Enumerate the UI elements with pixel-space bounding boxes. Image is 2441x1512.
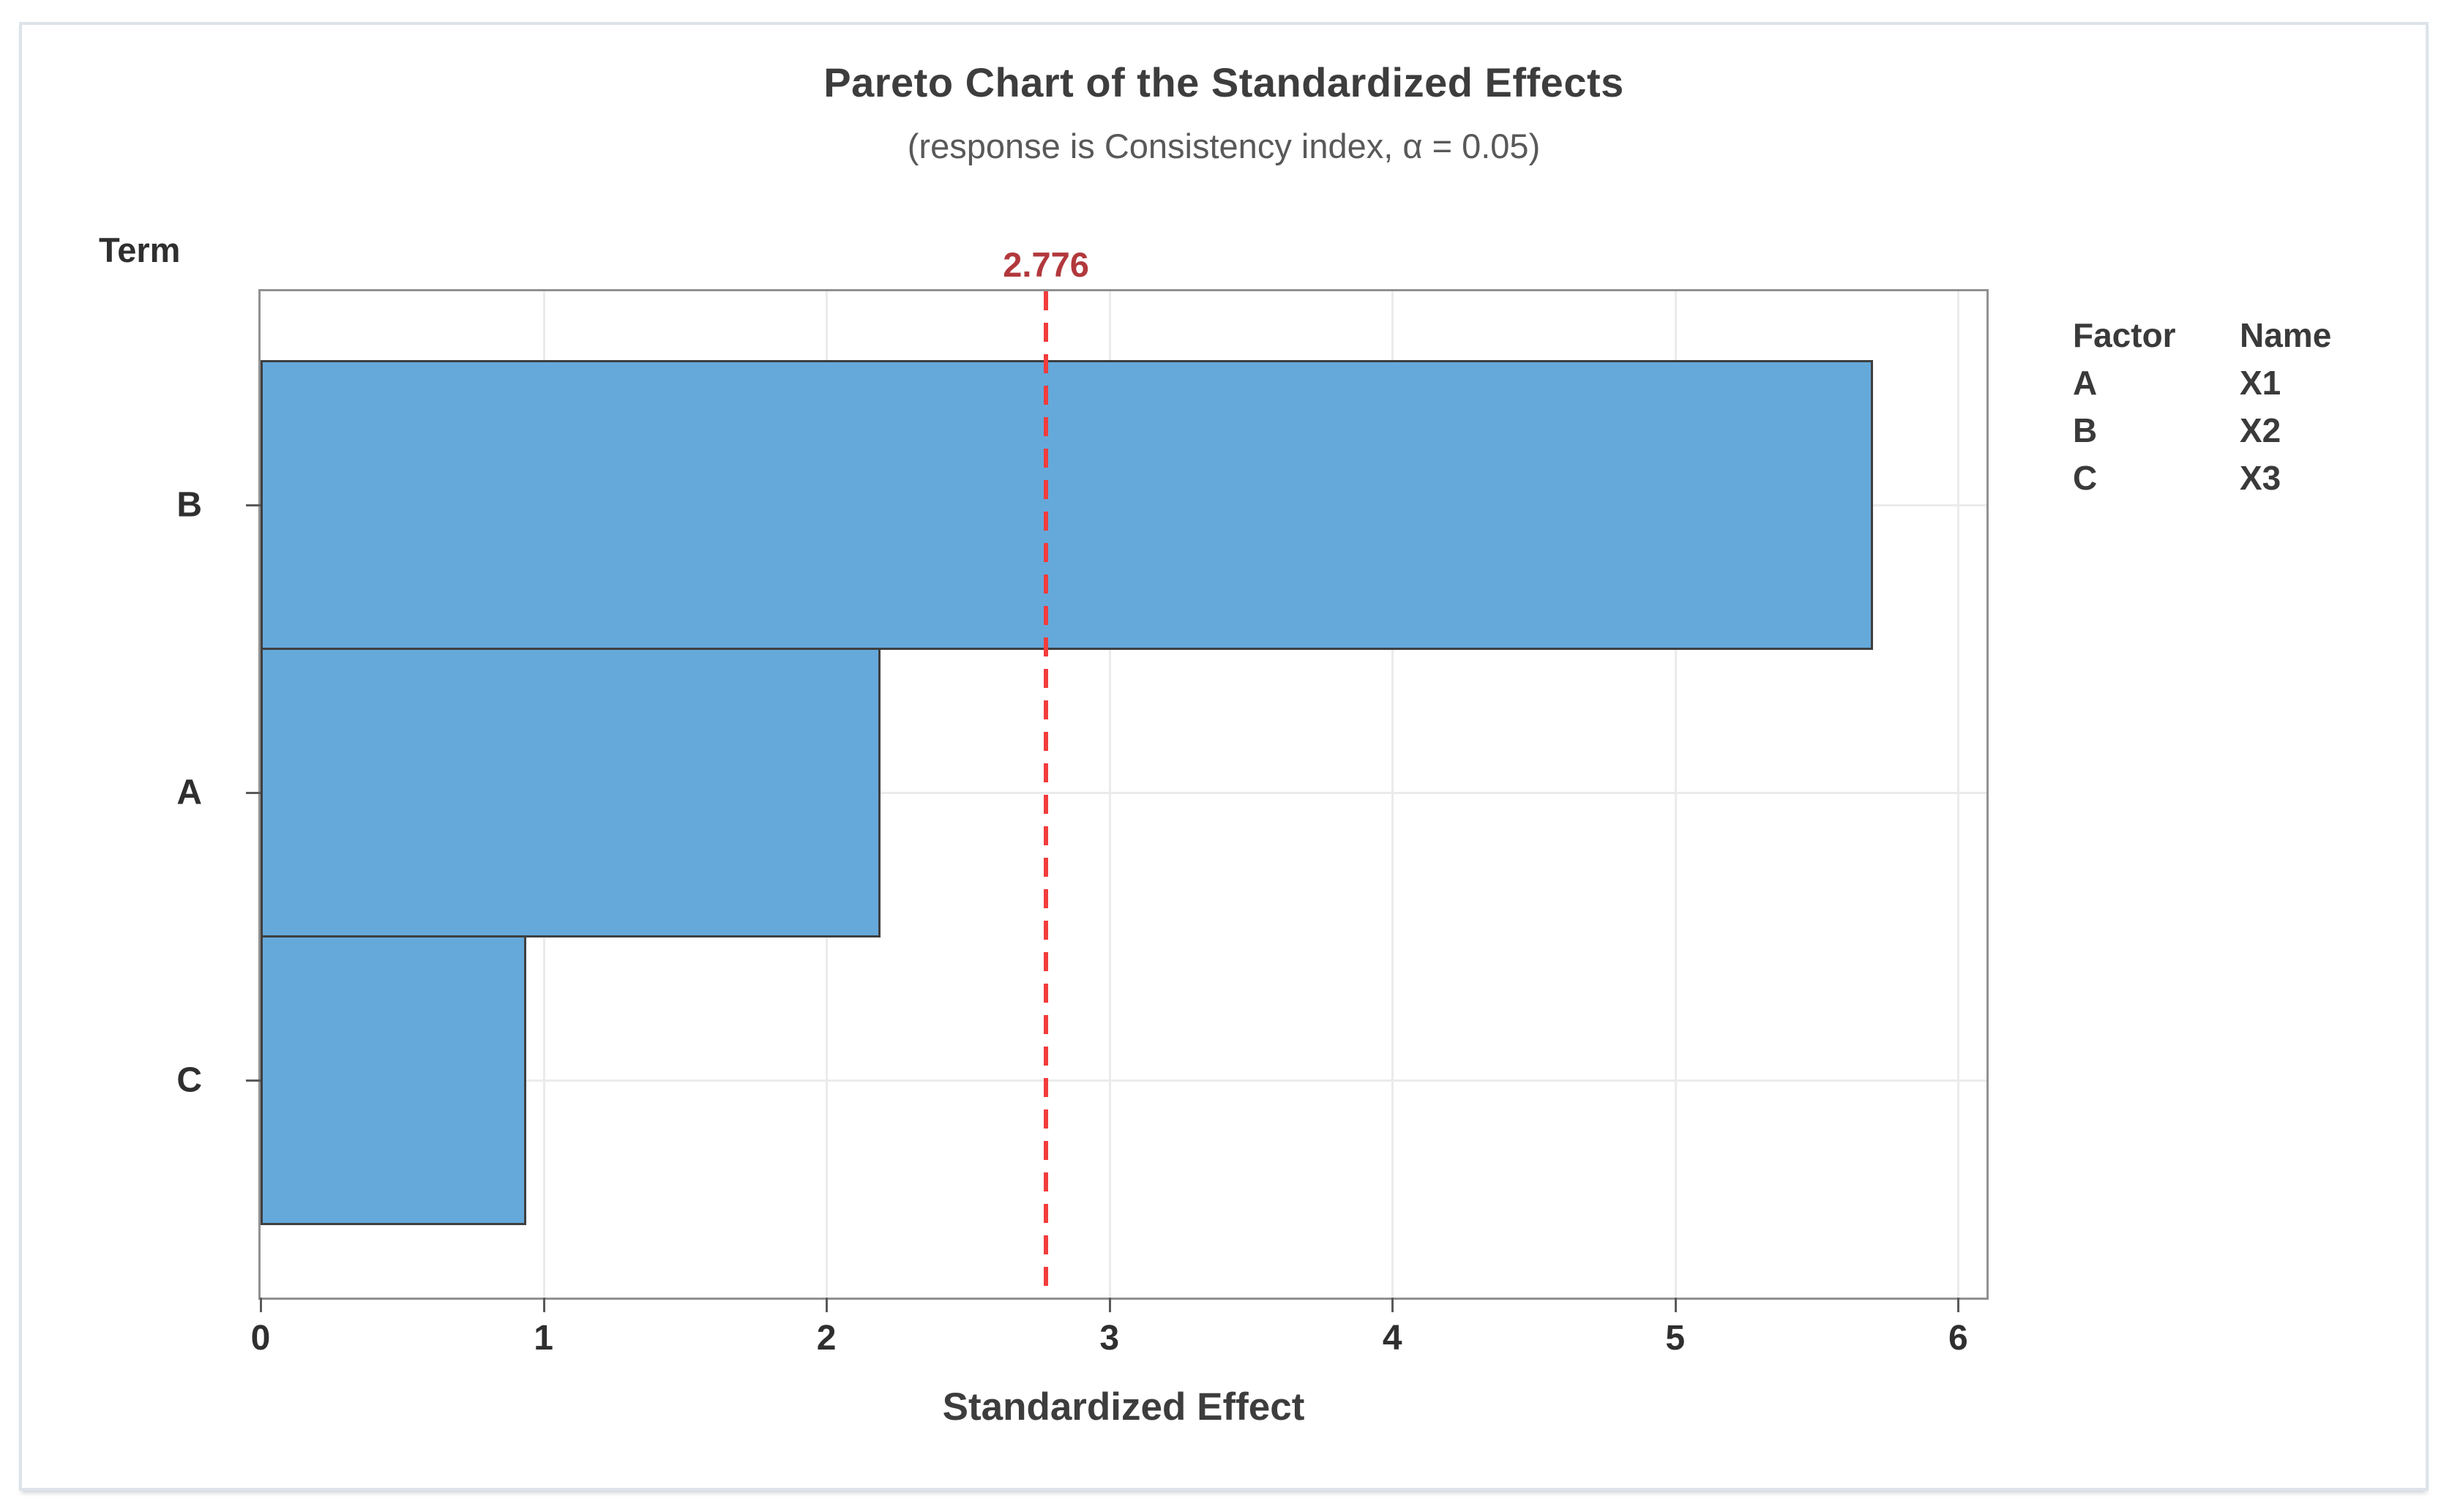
gridline-y-C [261,1079,1986,1082]
bar-C [261,935,526,1225]
x-tick-6 [1957,1298,1960,1312]
factor-name-legend: Factor Name A X1 B X2 C X3 [2073,312,2331,502]
legend-name-C: X3 [2240,459,2281,497]
legend-header-name: Name [2240,316,2332,354]
reference-line-label: 2.776 [1003,245,1089,284]
legend-header-factor: Factor [2073,316,2176,354]
legend-factor-B: B [2073,411,2098,449]
reference-line [1044,291,1049,1298]
x-tick-label-5: 5 [1665,1319,1686,1358]
legend-name-B: X2 [2240,411,2281,449]
x-axis-title: Standardized Effect [942,1385,1305,1429]
y-tick-C [246,1079,261,1082]
x-tick-2 [826,1298,829,1312]
x-tick-label-1: 1 [534,1319,553,1358]
x-tick-label-0: 0 [250,1319,271,1358]
chart-title: Pareto Chart of the Standardized Effects [823,59,1624,105]
x-tick-5 [1674,1298,1677,1312]
gridline-x-5 [1674,291,1677,1298]
gridline-x-6 [1957,291,1960,1298]
legend-name-A: X1 [2240,364,2281,402]
bar-B [261,360,1873,650]
x-tick-label-3: 3 [1099,1319,1120,1358]
y-tick-B [246,504,261,506]
plot-area: 0 1 2 3 4 5 6 B A C 2.776 [176,245,1989,1358]
y-axis-title: Term [99,231,181,269]
x-tick-label-2: 2 [816,1319,837,1358]
legend-factor-C: C [2073,459,2098,497]
x-tick-label-4: 4 [1382,1319,1402,1358]
y-category-label-C: C [176,1060,202,1100]
gridline-x-3 [1108,291,1111,1298]
x-tick-4 [1391,1298,1394,1312]
x-tick-3 [1108,1298,1111,1312]
x-tick-0 [260,1298,262,1312]
chart-subtitle: (response is Consistency index, α = 0.05… [907,127,1541,165]
legend-factor-A: A [2073,364,2098,402]
y-category-label-B: B [176,485,202,525]
bar-A [261,648,881,937]
y-tick-A [246,792,261,794]
y-category-label-A: A [176,773,202,812]
x-tick-1 [542,1298,545,1312]
gridline-x-4 [1391,291,1394,1298]
x-tick-label-6: 6 [1948,1319,1968,1358]
gridline-y-A [261,792,1986,794]
